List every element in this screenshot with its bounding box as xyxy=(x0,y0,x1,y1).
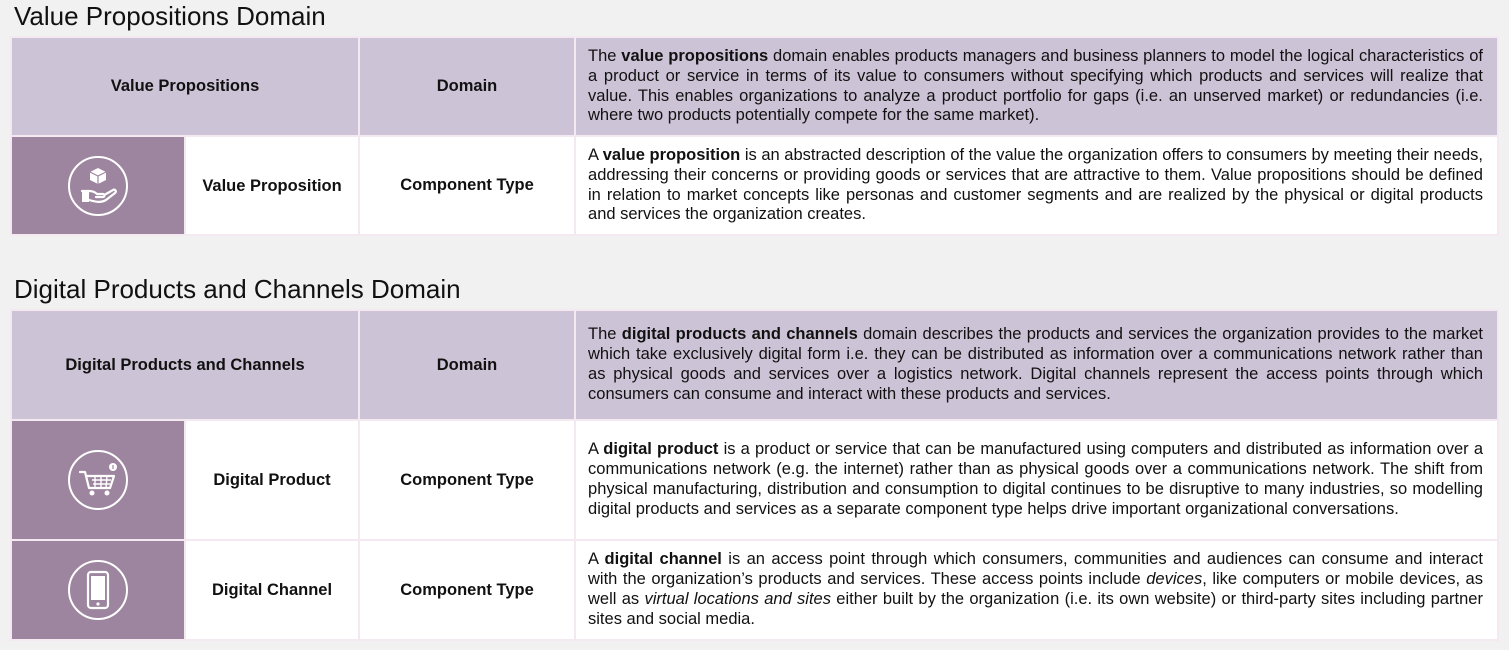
domain-header-row: Digital Products and Channels Domain The… xyxy=(12,311,1497,419)
domain-type: Domain xyxy=(360,311,575,419)
icon-cell xyxy=(12,137,184,234)
component-description: A value proposition is an abstracted des… xyxy=(576,137,1497,234)
hand-box-icon xyxy=(68,155,128,216)
domain-name: Value Propositions xyxy=(12,38,359,135)
component-type: Component Type xyxy=(360,137,575,234)
component-description: A digital product is a product or servic… xyxy=(576,421,1497,539)
component-name: Digital Product xyxy=(186,421,359,539)
domain-type: Domain xyxy=(360,38,575,135)
shopping-cart-icon xyxy=(68,450,128,510)
domain-name: Digital Products and Channels xyxy=(12,311,359,419)
component-row: Digital Product Component Type A digital… xyxy=(12,421,1497,539)
mobile-phone-icon xyxy=(68,560,128,620)
digital-products-channels-table: Digital Products and Channels Domain The… xyxy=(10,309,1499,641)
section-title-digital-products-channels: Digital Products and Channels Domain xyxy=(14,274,461,304)
value-propositions-table: Value Propositions Domain The value prop… xyxy=(10,36,1499,236)
component-type: Component Type xyxy=(360,541,575,639)
domain-description: The value propositions domain enables pr… xyxy=(576,38,1497,135)
domain-description: The digital products and channels domain… xyxy=(576,311,1497,419)
component-row: Digital Channel Component Type A digital… xyxy=(12,541,1497,639)
component-row: Value Proposition Component Type A value… xyxy=(12,137,1497,234)
domain-header-row: Value Propositions Domain The value prop… xyxy=(12,38,1497,135)
component-type: Component Type xyxy=(360,421,575,539)
component-name: Digital Channel xyxy=(186,541,359,639)
section-title-value-propositions: Value Propositions Domain xyxy=(14,1,326,31)
icon-cell xyxy=(12,421,184,539)
component-name: Value Proposition xyxy=(186,137,359,234)
component-description: A digital channel is an access point thr… xyxy=(576,541,1497,639)
icon-cell xyxy=(12,541,184,639)
